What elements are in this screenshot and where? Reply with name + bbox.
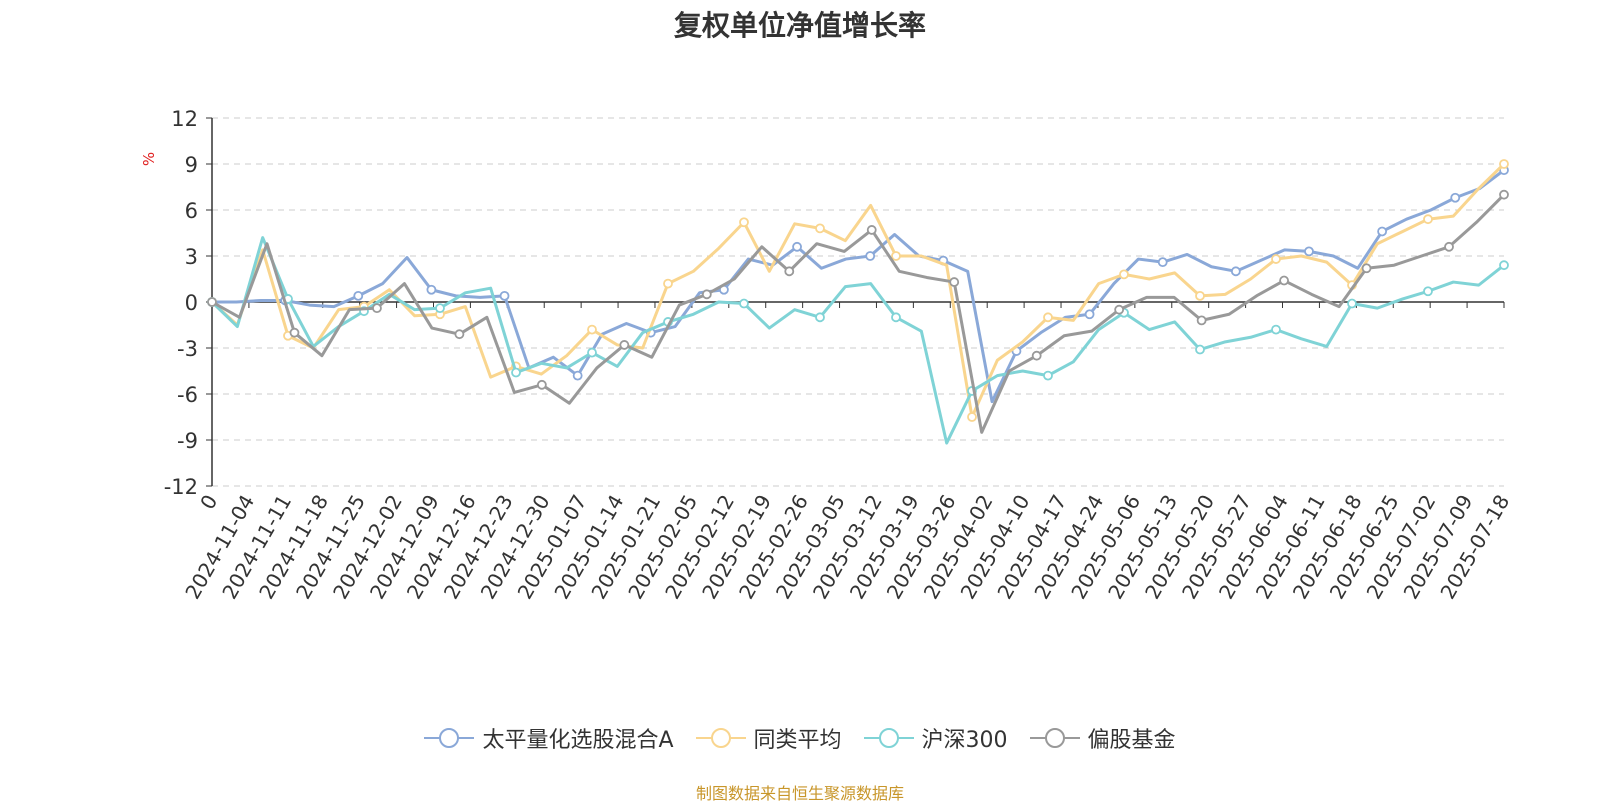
data-point	[1114, 304, 1125, 315]
data-point	[1031, 350, 1042, 361]
data-point	[536, 379, 547, 390]
data-point	[435, 303, 445, 314]
legend: 太平量化选股混合A 同类平均 沪深300 偏股基金	[0, 722, 1600, 754]
data-point	[454, 329, 465, 340]
data-point	[1423, 214, 1433, 225]
data-point	[511, 367, 521, 378]
data-point	[587, 347, 597, 358]
data-point	[1043, 312, 1053, 323]
y-tick-label: -9	[177, 429, 198, 453]
data-point	[587, 324, 597, 335]
data-point	[1444, 241, 1454, 252]
legend-marker-icon	[1029, 728, 1080, 748]
data-point	[207, 297, 217, 307]
data-point	[865, 251, 876, 261]
data-point	[1043, 370, 1053, 381]
data-point	[1271, 324, 1281, 335]
data-point	[1499, 189, 1509, 200]
data-point	[1230, 266, 1241, 277]
series-4	[207, 189, 1509, 434]
data-point	[815, 312, 825, 323]
series-line	[211, 193, 1506, 434]
data-point	[1499, 260, 1509, 271]
series-line	[210, 236, 1505, 445]
source-note: 制图数据来自恒生聚源数据库	[695, 784, 904, 803]
data-point	[1196, 315, 1207, 326]
data-point	[739, 217, 749, 228]
data-point	[353, 290, 364, 301]
legend-marker-icon	[863, 728, 914, 748]
series-line	[210, 162, 1506, 419]
legend-item-3[interactable]: 沪深300	[863, 722, 1008, 754]
series-line	[212, 168, 1505, 404]
data-point	[739, 298, 749, 309]
data-point	[784, 266, 795, 277]
data-point	[1157, 257, 1168, 268]
y-tick-label: -6	[177, 383, 198, 407]
data-point	[1271, 254, 1281, 264]
series-lines	[207, 159, 1509, 445]
y-tick-label: 6	[185, 199, 198, 223]
data-point	[619, 340, 630, 350]
legend-item-1[interactable]: 太平量化选股混合A	[424, 722, 674, 754]
data-point	[891, 312, 901, 323]
y-tick-label: -3	[177, 337, 198, 361]
series-3	[207, 236, 1509, 445]
x-tick-label: 0	[195, 491, 222, 514]
y-tick-label: 12	[171, 107, 198, 131]
y-tick-label: 9	[185, 153, 198, 177]
legend-label: 太平量化选股混合A	[482, 728, 674, 753]
data-point	[701, 289, 712, 300]
legend-label: 同类平均	[753, 728, 842, 753]
line-chart: 129630-3-6-9-1202024-11-042024-11-112024…	[164, 107, 1515, 603]
data-point	[1361, 263, 1372, 274]
legend-item-4[interactable]: 偏股基金	[1029, 722, 1176, 754]
series-2	[207, 159, 1509, 422]
data-point	[499, 290, 510, 301]
data-point	[792, 241, 802, 252]
data-point	[372, 303, 382, 314]
data-point	[663, 278, 673, 289]
data-point	[1377, 226, 1388, 237]
legend-marker-icon	[695, 728, 746, 748]
data-point	[1119, 269, 1129, 280]
data-point	[1279, 275, 1289, 286]
legend-label: 沪深300	[921, 728, 1008, 753]
data-point	[426, 284, 437, 295]
data-point	[1195, 344, 1205, 355]
data-point	[1195, 290, 1205, 301]
legend-item-2[interactable]: 同类平均	[695, 722, 842, 754]
data-point	[289, 327, 300, 338]
data-point	[1423, 286, 1433, 297]
chart-title: 复权单位净值增长率	[673, 9, 926, 42]
data-point	[815, 223, 825, 234]
data-point	[1450, 192, 1461, 203]
y-tick-label: 3	[185, 245, 198, 269]
data-point	[866, 225, 877, 235]
axes: 129630-3-6-9-1202024-11-042024-11-112024…	[164, 107, 1515, 603]
y-tick-label: -12	[164, 475, 198, 499]
data-point	[572, 370, 583, 381]
y-tick-label: 0	[185, 291, 198, 315]
data-point	[891, 251, 901, 261]
data-point	[1347, 298, 1357, 309]
legend-label: 偏股基金	[1087, 728, 1176, 753]
data-point	[1499, 159, 1509, 169]
data-point	[1084, 309, 1095, 320]
legend-marker-icon	[424, 728, 475, 748]
data-point	[1304, 246, 1314, 257]
data-point	[949, 277, 960, 287]
data-point	[967, 412, 977, 422]
